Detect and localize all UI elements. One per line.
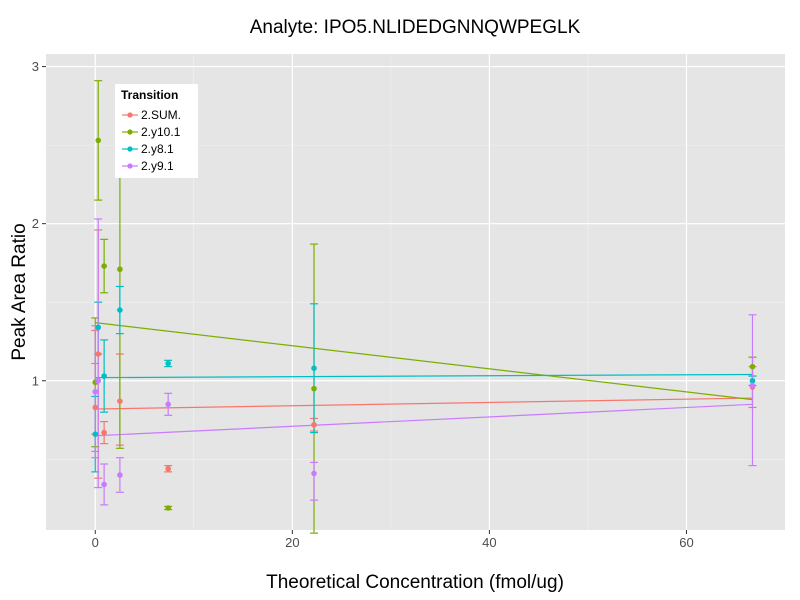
legend-key-point [127, 112, 133, 118]
legend-title: Transition [121, 88, 178, 102]
y-tick-label: 2 [32, 216, 39, 231]
data-point [101, 263, 107, 269]
data-point [165, 465, 171, 472]
data-point [92, 431, 99, 437]
data-point [749, 363, 756, 370]
y-axis-title: Peak Area Ratio [9, 223, 30, 360]
data-point [95, 377, 102, 384]
data-point [95, 324, 102, 331]
data-point [311, 365, 317, 371]
data-point [117, 472, 123, 478]
data-point [101, 481, 107, 488]
data-point [101, 429, 107, 436]
data-point [749, 377, 756, 384]
y-tick-label: 1 [32, 373, 39, 388]
fit-line [95, 322, 753, 401]
legend: Transition 2.SUM. 2.y10.1 2.y8.1 2.y9.1 [115, 84, 198, 178]
data-points [92, 137, 756, 511]
data-point [749, 382, 756, 389]
legend-key-point [127, 129, 133, 135]
x-tick-label: 60 [679, 535, 693, 550]
data-point [117, 307, 123, 313]
data-point [311, 421, 317, 428]
data-point [95, 137, 102, 144]
fit-lines [95, 322, 753, 437]
fit-line [95, 403, 753, 437]
data-point [165, 360, 171, 367]
data-point [311, 470, 317, 477]
legend-label: 2.SUM. [141, 108, 181, 122]
legend-key-point [127, 163, 133, 169]
legend-label: 2.y9.1 [141, 159, 174, 173]
error-bar [310, 461, 319, 501]
data-point [117, 266, 123, 273]
legend-label: 2.y10.1 [141, 125, 181, 139]
chart-title: Analyte: IPO5.NLIDEDGNNQWPEGLK [250, 17, 581, 38]
y-tick-label: 3 [32, 59, 39, 74]
data-point [101, 373, 107, 379]
y-axis-ticks: 1 2 3 [32, 59, 46, 388]
x-tick-label: 0 [92, 535, 99, 550]
x-axis-title: Theoretical Concentration (fmol/ug) [266, 572, 564, 593]
fit-line [95, 397, 753, 410]
data-point [92, 404, 99, 411]
legend-items: 2.SUM. 2.y10.1 2.y8.1 2.y9.1 [122, 108, 181, 173]
data-point [95, 351, 102, 357]
x-tick-label: 40 [482, 535, 496, 550]
data-point [165, 401, 171, 408]
data-point [92, 388, 99, 395]
data-point [117, 398, 123, 404]
fit-line [95, 373, 753, 379]
data-point [311, 385, 317, 392]
error-bar [748, 314, 757, 467]
data-point [165, 505, 171, 511]
x-tick-label: 20 [285, 535, 299, 550]
legend-label: 2.y8.1 [141, 142, 174, 156]
x-axis-ticks: 0 20 40 60 [92, 530, 694, 550]
legend-key-point [127, 146, 133, 152]
